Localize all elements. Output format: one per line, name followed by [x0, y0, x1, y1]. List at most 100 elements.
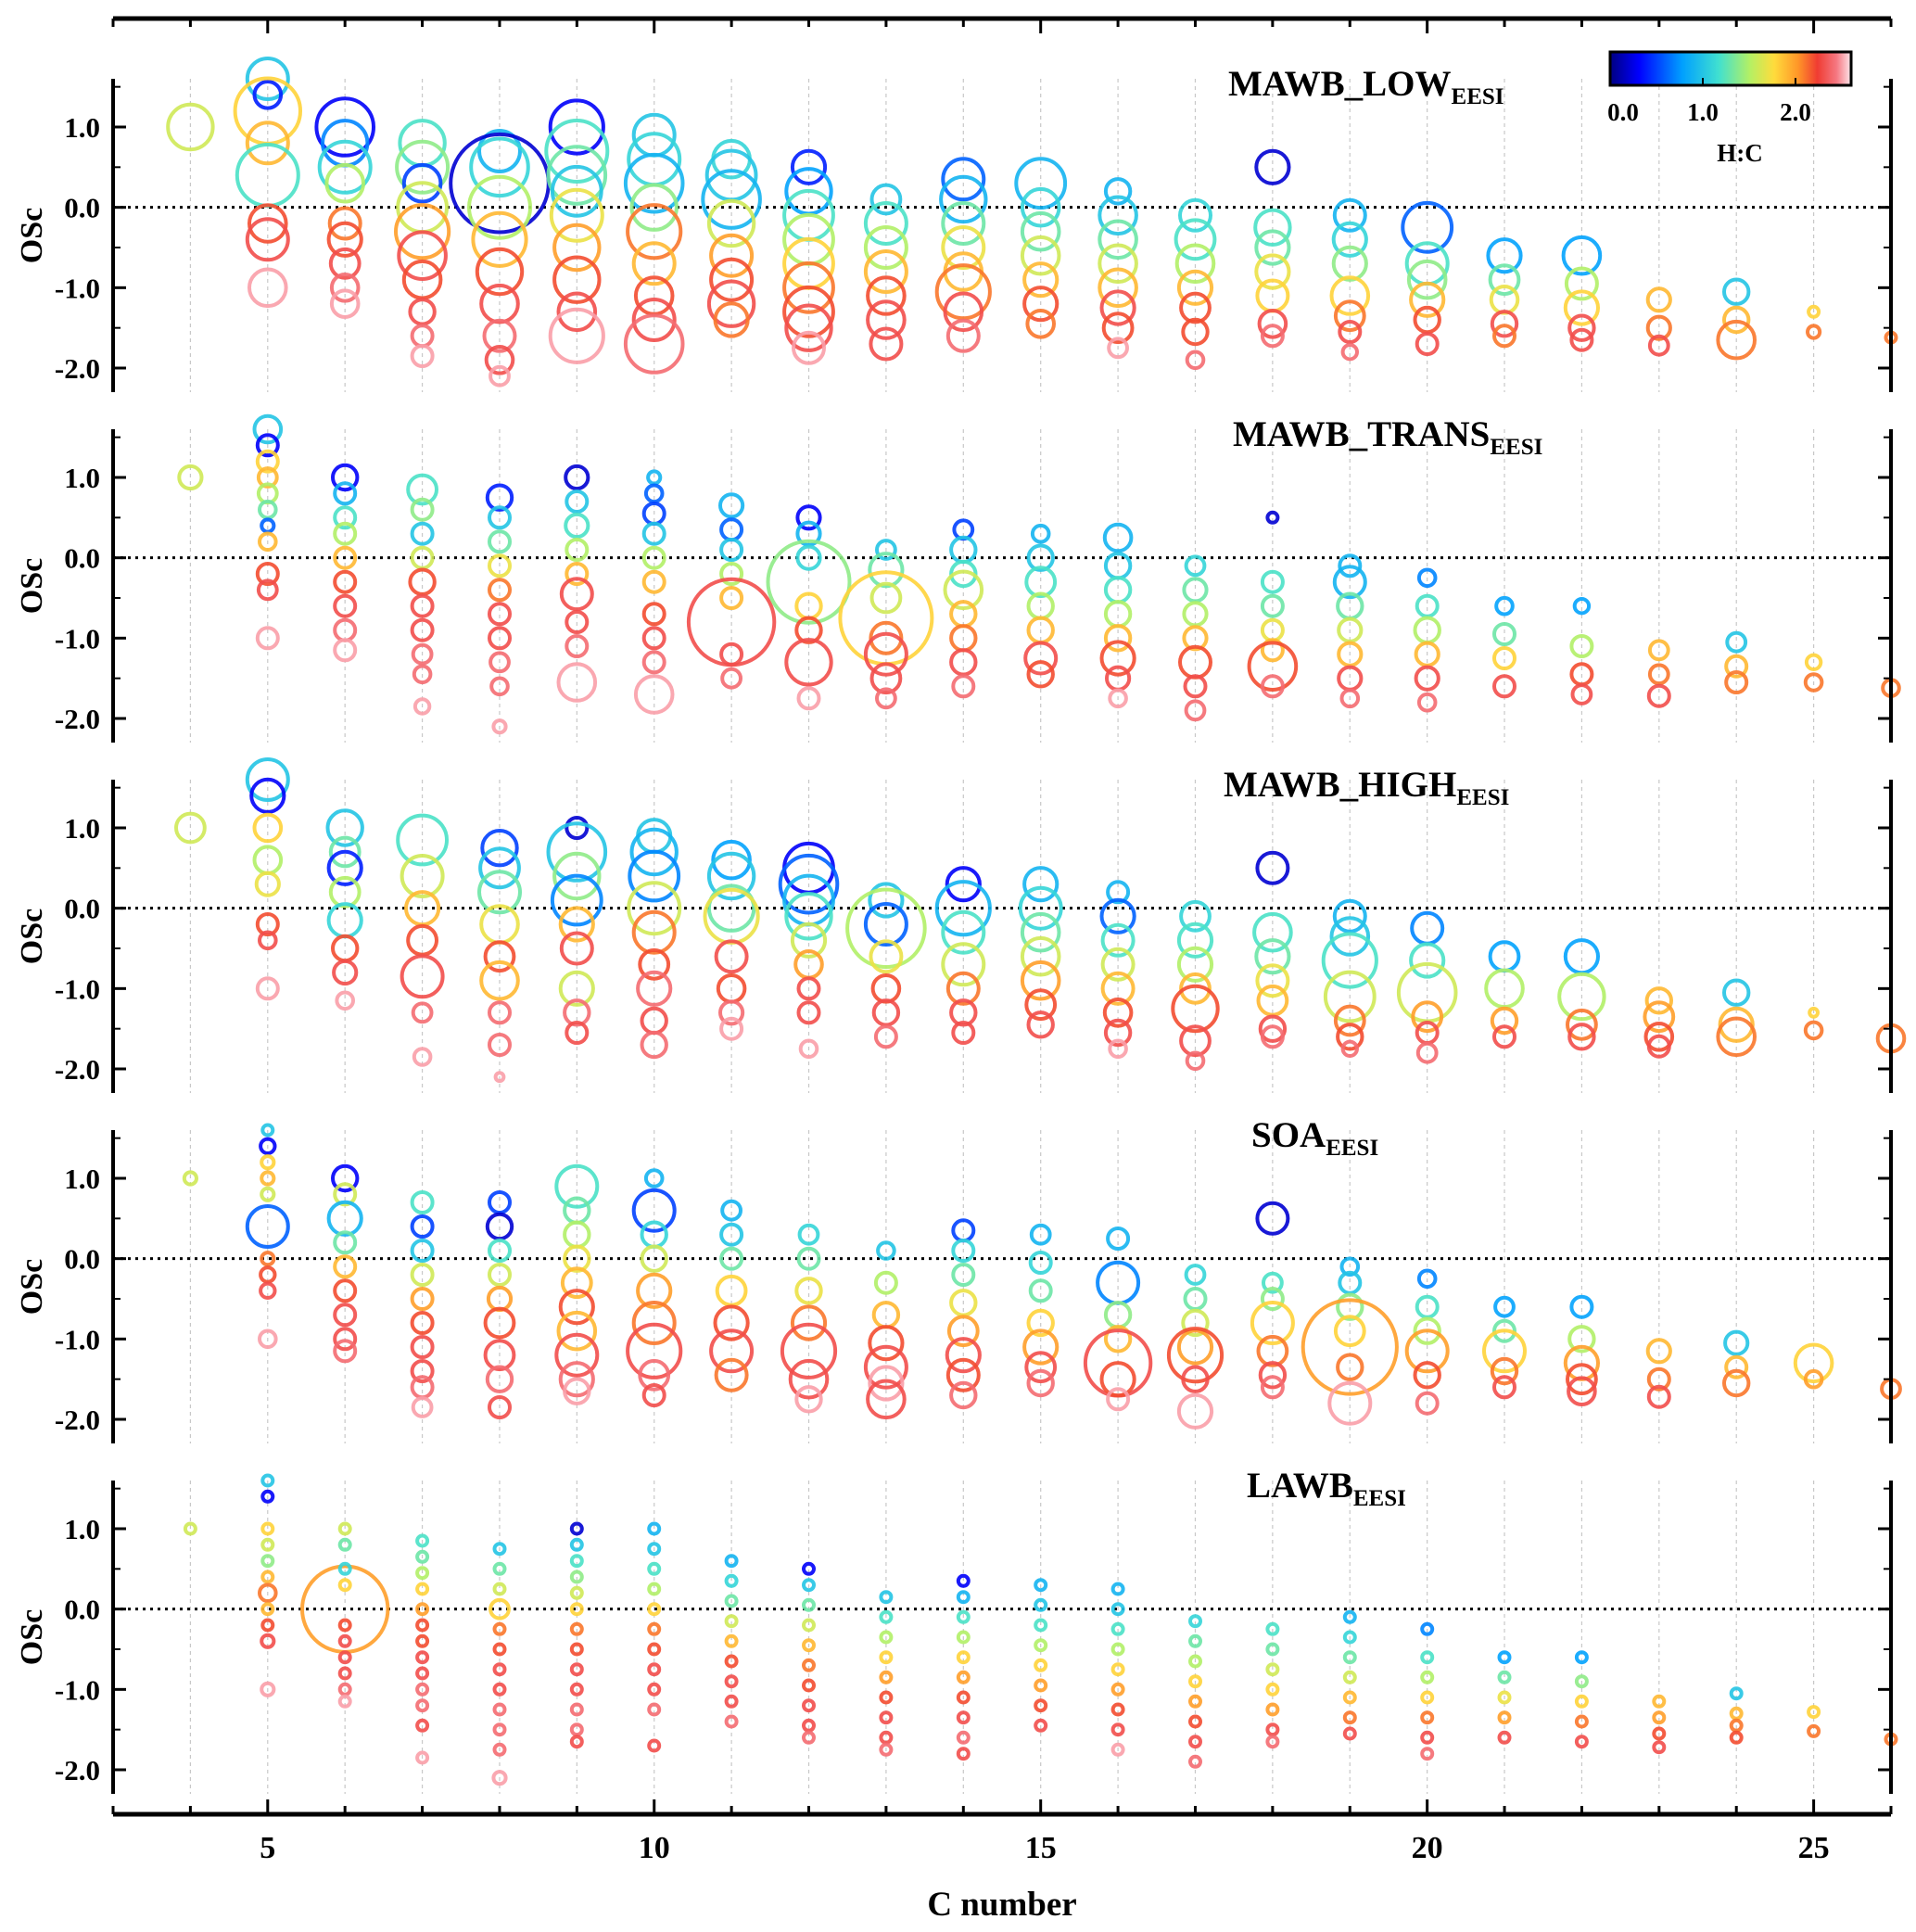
data-point: [1188, 1694, 1202, 1709]
data-point: [706, 198, 756, 248]
data-point: [1022, 261, 1060, 299]
data-point: [400, 954, 445, 999]
data-point: [1497, 1710, 1512, 1725]
grid-layer: [113, 79, 1892, 1794]
data-point: [647, 1702, 662, 1717]
data-point: [701, 169, 762, 230]
data-point: [1416, 692, 1438, 713]
data-point: [1572, 597, 1592, 616]
data-point: [483, 1339, 516, 1372]
data-point: [1024, 566, 1058, 599]
data-point: [245, 217, 290, 262]
data-point: [623, 313, 685, 375]
data-point: [548, 307, 605, 364]
data-point: [415, 1618, 430, 1633]
data-point: [1492, 622, 1516, 646]
data-point: [556, 291, 598, 333]
data-point: [713, 301, 750, 338]
data-point: [794, 1385, 823, 1414]
data-point: [255, 449, 280, 474]
data-point: [260, 1123, 275, 1138]
data-point: [1026, 1308, 1055, 1338]
data-point: [563, 1377, 591, 1405]
data-point: [629, 183, 679, 232]
data-point: [1415, 332, 1440, 356]
data-point: [869, 326, 904, 362]
data-point: [1098, 195, 1138, 236]
data-point: [492, 1742, 507, 1757]
data-point: [1724, 1354, 1749, 1379]
data-point: [331, 463, 360, 492]
data-point: [1566, 1008, 1598, 1041]
y-tick-label: 0.0: [64, 192, 100, 224]
data-point: [1098, 219, 1138, 261]
data-point: [802, 1678, 816, 1693]
data-point: [410, 1311, 435, 1335]
data-point: [488, 1239, 512, 1263]
data-point: [1188, 1754, 1202, 1769]
data-point: [565, 562, 590, 586]
data-point: [863, 1344, 908, 1390]
data-point: [317, 139, 373, 195]
data-point: [1255, 963, 1290, 998]
data-point: [1098, 243, 1138, 285]
data-point: [1415, 1294, 1440, 1319]
data-point: [1411, 1000, 1444, 1034]
data-point: [1646, 1034, 1671, 1059]
data-point: [1258, 1014, 1288, 1043]
data-point: [766, 539, 852, 625]
data-point: [1490, 1356, 1519, 1386]
data-point: [946, 1315, 980, 1348]
data-point: [1561, 235, 1603, 276]
data-point: [879, 1670, 894, 1684]
data-point: [784, 303, 833, 352]
data-point: [802, 1597, 816, 1612]
data-point: [951, 1263, 976, 1287]
data-point: [1646, 1366, 1671, 1392]
data-point: [469, 136, 530, 198]
data-point: [546, 821, 608, 883]
data-point: [569, 1554, 584, 1569]
data-point: [719, 1246, 744, 1271]
data-point: [1026, 1010, 1055, 1039]
data-point: [1342, 1710, 1357, 1725]
data-point: [569, 1735, 584, 1749]
data-point: [956, 1710, 971, 1725]
panel-title: MAWB_HIGHEESI: [1224, 765, 1509, 810]
data-point: [333, 1303, 358, 1328]
y-tick-label: 0.0: [64, 542, 100, 575]
data-point: [1179, 1024, 1212, 1058]
data-point: [337, 1650, 352, 1665]
data-point: [410, 593, 435, 618]
data-point: [260, 1154, 276, 1171]
data-point: [943, 569, 984, 611]
data-point: [1570, 683, 1593, 705]
data-point: [415, 1566, 430, 1581]
data-point: [1265, 1662, 1280, 1677]
data-point: [1409, 281, 1446, 318]
data-point: [1024, 988, 1058, 1022]
data-point: [636, 1272, 673, 1309]
y-tick-label: -2.0: [55, 1053, 100, 1086]
data-point: [1166, 1327, 1224, 1384]
data-point: [1413, 1316, 1441, 1345]
data-point: [1034, 1718, 1048, 1733]
data-point: [556, 662, 598, 703]
data-point: [863, 902, 908, 947]
data-point: [1645, 1338, 1672, 1365]
data-point: [879, 1710, 894, 1725]
data-point: [1034, 1658, 1048, 1672]
data-point: [254, 871, 281, 897]
data-point: [1106, 1227, 1131, 1251]
data-point: [718, 999, 745, 1026]
data-point: [480, 829, 519, 868]
data-point: [1652, 1694, 1667, 1709]
data-point: [410, 1239, 435, 1263]
data-point: [868, 1325, 905, 1362]
data-point: [489, 676, 510, 697]
data-point: [1255, 850, 1290, 885]
data-point: [401, 162, 443, 204]
colorbar-tick-label: 2.0: [1780, 98, 1811, 126]
data-point: [394, 203, 451, 261]
data-point: [256, 578, 279, 602]
